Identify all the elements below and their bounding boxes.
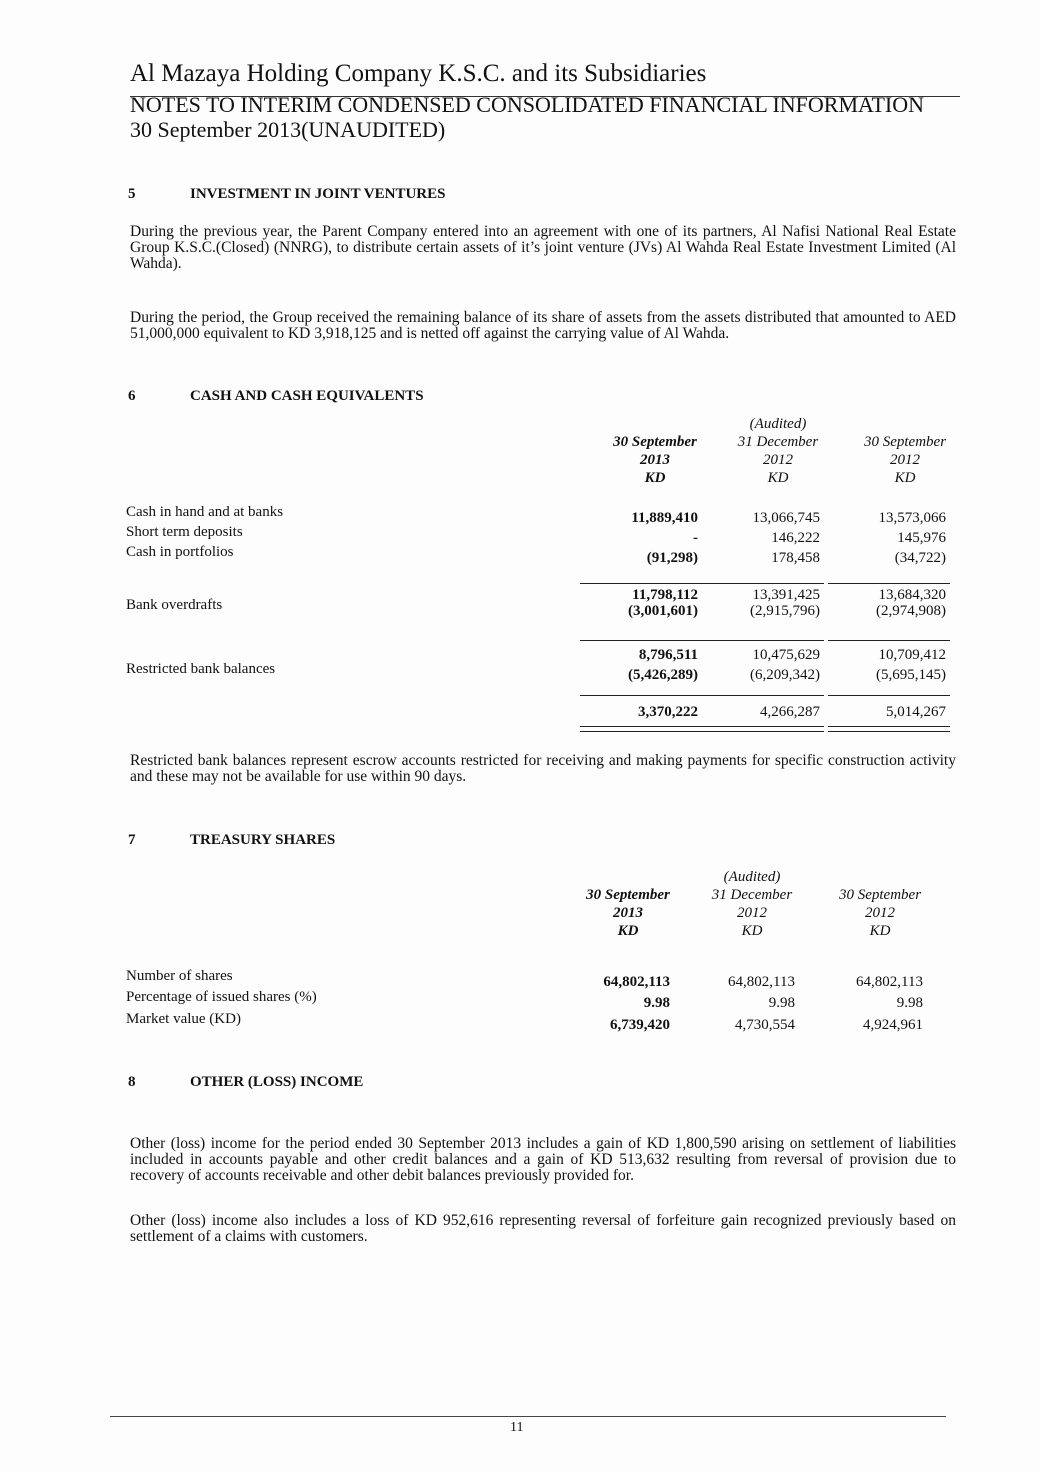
notes-title: NOTES TO INTERIM CONDENSED CONSOLIDATED … — [130, 92, 925, 117]
table-cell: (2,915,796) — [750, 603, 820, 619]
table-cell: 13,066,745 — [752, 510, 821, 526]
table-cell: 178,458 — [771, 550, 820, 566]
column-header-year: 2013 — [613, 905, 643, 921]
table-cell: (91,298) — [646, 550, 698, 566]
section-6-title: CASH AND CASH EQUIVALENTS — [190, 388, 424, 404]
column-header-currency: KD — [644, 470, 666, 486]
table-cell: 11,798,112 — [632, 587, 698, 603]
section-5-paragraph-2: During the period, the Group received th… — [130, 309, 956, 342]
row-label: Bank overdrafts — [126, 597, 223, 613]
column-header-year: 2012 — [763, 452, 793, 468]
column-audited-label: (Audited) — [749, 416, 807, 432]
header-rule — [130, 96, 960, 97]
table-cell: 64,802,113 — [856, 974, 923, 990]
table-cell: (5,426,289) — [628, 667, 698, 683]
table-cell: - — [693, 530, 698, 546]
table-cell: 11,889,410 — [631, 510, 698, 526]
subtotal-rule — [702, 695, 824, 696]
column-header-date: 31 December — [711, 887, 793, 903]
column-header-currency: KD — [894, 470, 916, 486]
table-cell: 4,730,554 — [735, 1017, 795, 1033]
total-double-rule — [702, 726, 824, 732]
page-number: 11 — [510, 1420, 524, 1435]
company-title: Al Mazaya Holding Company K.S.C. and its… — [130, 60, 707, 87]
table-cell: 13,684,320 — [878, 587, 947, 603]
table-cell: 6,739,420 — [610, 1017, 670, 1033]
row-label: Restricted bank balances — [126, 661, 276, 677]
table-cell: 13,573,066 — [878, 510, 947, 526]
subtotal-rule — [580, 695, 702, 696]
section-8-title: OTHER (LOSS) INCOME — [190, 1074, 364, 1090]
table-cell: 64,802,113 — [603, 974, 670, 990]
subtotal-rule — [580, 640, 702, 641]
table-cell: 146,222 — [771, 530, 820, 546]
total-double-rule — [580, 726, 702, 732]
column-header-date: 31 December — [737, 434, 819, 450]
column-header-currency: KD — [617, 923, 639, 939]
subtotal-rule — [580, 583, 702, 584]
section-7-title: TREASURY SHARES — [190, 832, 336, 848]
footer-rule — [110, 1416, 946, 1417]
column-header-year: 2013 — [640, 452, 670, 468]
section-8-paragraph-1: Other (loss) income for the period ended… — [130, 1135, 956, 1184]
table-cell: 10,475,629 — [752, 647, 821, 663]
table-cell: 8,796,511 — [638, 647, 698, 663]
table-cell: 64,802,113 — [728, 974, 795, 990]
column-header-date: 30 September — [838, 887, 922, 903]
row-label: Short term deposits — [126, 524, 243, 540]
subtotal-rule — [702, 583, 824, 584]
table-cell: 145,976 — [897, 530, 946, 546]
table-cell: 9.98 — [643, 995, 670, 1011]
column-header-currency: KD — [869, 923, 891, 939]
section-7-number: 7 — [128, 832, 136, 848]
table-cell: (3,001,601) — [628, 603, 698, 619]
table-cell: 4,266,287 — [760, 704, 820, 720]
row-label: Cash in hand and at banks — [126, 504, 284, 520]
section-5-paragraph-1: During the previous year, the Parent Com… — [130, 223, 956, 272]
table-cell: 9.98 — [768, 995, 795, 1011]
column-header-year: 2012 — [737, 905, 767, 921]
table-cell: (6,209,342) — [750, 667, 820, 683]
section-6-note: Restricted bank balances represent escro… — [130, 752, 956, 785]
column-header-date: 30 September — [613, 434, 697, 450]
subtotal-rule — [828, 695, 950, 696]
column-header-currency: KD — [767, 470, 789, 486]
period-date: 30 September 2013(UNAUDITED) — [130, 117, 446, 142]
table-cell: 3,370,222 — [638, 704, 698, 720]
row-label: Market value (KD) — [126, 1011, 241, 1027]
table-cell: 4,924,961 — [863, 1017, 923, 1033]
column-header-date: 30 September — [863, 434, 947, 450]
subtotal-rule — [702, 640, 824, 641]
subtotal-rule — [828, 583, 950, 584]
table-cell: (34,722) — [894, 550, 946, 566]
table-cell: 10,709,412 — [878, 647, 947, 663]
column-header-year: 2012 — [865, 905, 895, 921]
table-cell: 9.98 — [896, 995, 923, 1011]
column-audited-label: (Audited) — [723, 869, 781, 885]
total-double-rule — [828, 726, 950, 732]
table-cell: 5,014,267 — [886, 704, 946, 720]
row-label: Number of shares — [126, 968, 233, 984]
column-header-date: 30 September — [586, 887, 670, 903]
section-5-title: INVESTMENT IN JOINT VENTURES — [190, 186, 446, 202]
table-cell: 13,391,425 — [752, 587, 821, 603]
section-8-paragraph-2: Other (loss) income also includes a loss… — [130, 1212, 956, 1245]
row-label: Percentage of issued shares (%) — [126, 989, 317, 1005]
subtotal-rule — [828, 640, 950, 641]
section-5-number: 5 — [128, 186, 136, 202]
column-header-year: 2012 — [890, 452, 920, 468]
section-6-number: 6 — [128, 388, 136, 404]
column-header-currency: KD — [741, 923, 763, 939]
table-cell: (2,974,908) — [876, 603, 946, 619]
section-8-number: 8 — [128, 1074, 136, 1090]
table-cell: (5,695,145) — [876, 667, 946, 683]
row-label: Cash in portfolios — [126, 544, 234, 560]
